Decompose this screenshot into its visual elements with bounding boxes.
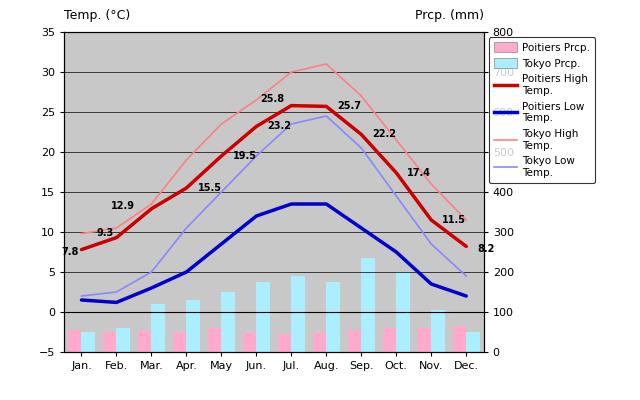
Bar xyxy=(326,282,340,352)
Bar xyxy=(257,282,269,352)
Text: 8.2: 8.2 xyxy=(477,244,495,254)
Bar xyxy=(466,332,479,352)
Bar xyxy=(138,330,152,352)
Bar xyxy=(103,332,116,352)
Bar xyxy=(383,328,396,352)
Bar xyxy=(278,334,291,352)
Text: 25.8: 25.8 xyxy=(260,94,284,104)
Bar xyxy=(291,276,305,352)
Bar xyxy=(418,328,431,352)
Bar xyxy=(313,332,326,352)
Text: 22.2: 22.2 xyxy=(372,129,396,139)
Bar xyxy=(396,272,410,352)
Text: 15.5: 15.5 xyxy=(198,183,221,193)
Bar xyxy=(348,330,362,352)
Bar xyxy=(431,310,445,352)
Text: 12.9: 12.9 xyxy=(111,201,135,211)
Text: 25.7: 25.7 xyxy=(337,101,362,111)
Legend: Poitiers Prcp., Tokyo Prcp., Poitiers High
Temp., Poitiers Low
Temp., Tokyo High: Poitiers Prcp., Tokyo Prcp., Poitiers Hi… xyxy=(489,37,595,183)
Text: 11.5: 11.5 xyxy=(442,215,467,225)
Bar xyxy=(186,300,200,352)
Bar xyxy=(81,332,95,352)
Bar xyxy=(453,326,466,352)
Text: 19.5: 19.5 xyxy=(232,151,257,161)
Bar xyxy=(116,328,130,352)
Bar xyxy=(173,332,186,352)
Text: Prcp. (mm): Prcp. (mm) xyxy=(415,9,484,22)
Bar xyxy=(243,332,257,352)
Bar xyxy=(208,328,221,352)
Text: 17.4: 17.4 xyxy=(408,168,431,178)
Text: 7.8: 7.8 xyxy=(61,247,79,257)
Text: Temp. (°C): Temp. (°C) xyxy=(64,9,131,22)
Text: 9.3: 9.3 xyxy=(97,228,114,238)
Bar xyxy=(221,292,235,352)
Bar xyxy=(68,330,81,352)
Bar xyxy=(152,304,164,352)
Text: 23.2: 23.2 xyxy=(268,121,291,131)
Bar xyxy=(362,258,374,352)
